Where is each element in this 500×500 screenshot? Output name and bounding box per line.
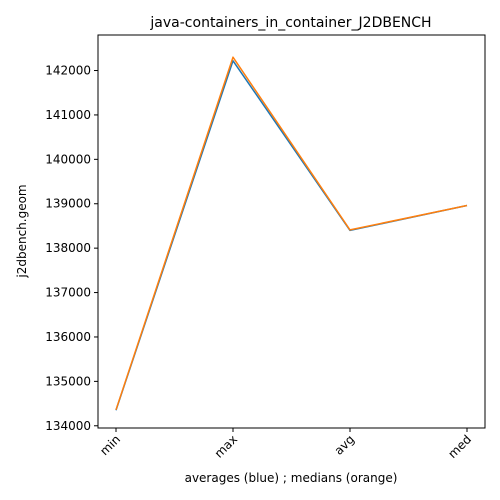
y-tick-label: 134000	[45, 419, 91, 433]
y-tick-label: 136000	[45, 330, 91, 344]
y-tick-label: 140000	[45, 152, 91, 166]
y-tick-label: 142000	[45, 64, 91, 78]
x-tick-label: med	[445, 432, 474, 461]
plot-frame	[97, 34, 486, 429]
x-axis-label: averages (blue) ; medians (orange)	[185, 471, 398, 485]
y-axis: 134000 135000 136000 137000 138000 139000 1400…	[45, 64, 98, 433]
y-tick-label: 138000	[45, 241, 91, 255]
y-tick-label: 141000	[45, 108, 91, 122]
x-axis: min max avg med	[97, 428, 474, 461]
y-tick-label: 135000	[45, 374, 91, 388]
series-lines	[115, 56, 468, 411]
x-tick-label: avg	[332, 432, 358, 458]
y-axis-label: j2dbench.geom	[15, 184, 29, 278]
x-tick-label: min	[97, 432, 123, 458]
y-tick-label: 139000	[45, 197, 91, 211]
series-line-1	[115, 56, 468, 411]
series-line-0	[115, 60, 468, 411]
x-tick-label: max	[212, 432, 240, 460]
chart-title: java-containers_in_container_J2DBENCH	[149, 15, 431, 31]
plot-area	[97, 34, 486, 429]
y-tick-label: 137000	[45, 286, 91, 300]
